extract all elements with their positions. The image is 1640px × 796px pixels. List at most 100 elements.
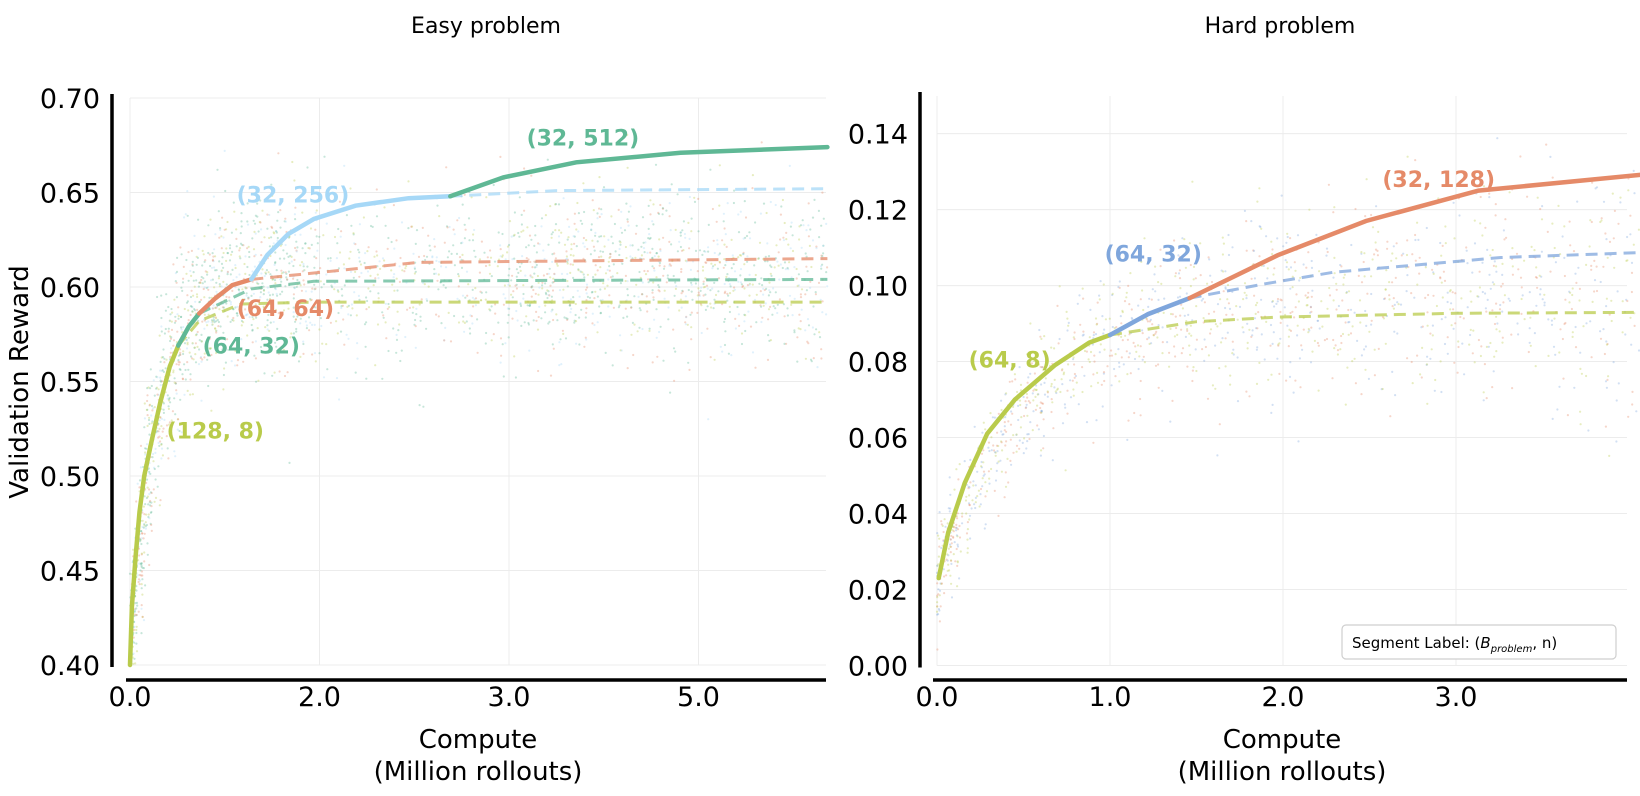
scatter-point — [582, 273, 585, 276]
scatter-point — [588, 296, 592, 299]
scatter-point — [207, 320, 210, 323]
scatter-point — [1254, 304, 1258, 307]
scatter-point — [1040, 409, 1043, 412]
scatter-point — [268, 297, 272, 301]
scatter-point — [963, 460, 966, 463]
scatter-point — [1163, 297, 1166, 300]
scatter-point — [1333, 256, 1336, 259]
scatter-point — [208, 296, 211, 299]
scatter-point — [1540, 250, 1543, 253]
scatter-point — [949, 545, 952, 548]
scatter-point — [1508, 299, 1511, 302]
scatter-point — [1367, 377, 1370, 380]
scatter-point — [461, 253, 464, 256]
scatter-point — [759, 304, 762, 307]
scatter-point — [300, 289, 303, 292]
scatter-point — [967, 485, 970, 488]
scatter-point — [290, 260, 293, 263]
scatter-point — [956, 560, 959, 563]
scatter-point — [626, 218, 629, 221]
y-tick-label: 0.65 — [40, 179, 100, 210]
scatter-point — [395, 333, 398, 336]
scatter-point — [1360, 354, 1363, 357]
scatter-point — [1275, 302, 1278, 305]
scatter-point — [1276, 357, 1279, 360]
scatter-point — [1283, 306, 1286, 309]
scatter-point — [1448, 290, 1451, 293]
scatter-point — [385, 337, 388, 340]
scatter-point — [551, 343, 554, 346]
scatter-point — [515, 275, 518, 278]
scatter-point — [251, 341, 254, 344]
scatter-point — [304, 242, 307, 245]
scatter-point — [296, 315, 299, 318]
scatter-point — [793, 329, 796, 332]
scatter-point — [174, 315, 177, 318]
scatter-point — [663, 289, 666, 292]
scatter-point — [284, 220, 287, 223]
segment-label: (32, 256) — [237, 183, 350, 208]
scatter-point — [427, 285, 430, 288]
scatter-point — [1003, 425, 1006, 428]
scatter-point — [183, 363, 186, 366]
scatter-point — [987, 441, 991, 444]
scatter-point — [161, 369, 164, 372]
scatter-point — [343, 267, 346, 270]
scatter-point — [215, 290, 218, 293]
scatter-point — [179, 368, 182, 371]
scatter-point — [1022, 395, 1025, 399]
scatter-point — [207, 337, 210, 340]
scatter-point — [138, 479, 142, 482]
scatter-point — [748, 273, 751, 276]
scatter-point — [139, 538, 142, 542]
scatter-point — [997, 514, 1000, 518]
scatter-point — [969, 537, 972, 540]
scatter-point — [1226, 298, 1229, 301]
scatter-point — [1101, 405, 1104, 408]
scatter-point — [268, 294, 272, 297]
scatter-point — [1019, 383, 1023, 386]
scatter-point — [607, 260, 610, 263]
scatter-point — [936, 596, 939, 599]
scatter-point — [599, 312, 602, 315]
scatter-point — [522, 284, 525, 287]
scatter-point — [657, 284, 660, 287]
scatter-point — [1098, 294, 1101, 297]
scatter-point — [1309, 305, 1312, 308]
scatter-point — [1499, 303, 1502, 307]
scatter-point — [191, 342, 194, 345]
scatter-point — [206, 273, 209, 276]
scatter-point — [1473, 219, 1476, 222]
scatter-point — [463, 237, 466, 240]
scatter-point — [176, 256, 179, 259]
scatter-point — [1481, 261, 1484, 264]
scatter-point — [1370, 275, 1373, 278]
scatter-point — [1191, 180, 1194, 183]
scatter-point — [732, 289, 735, 292]
scatter-point — [373, 255, 376, 258]
scatter-point — [739, 274, 742, 277]
scatter-point — [997, 412, 1000, 415]
scatter-point — [1026, 433, 1029, 436]
scatter-point — [745, 234, 749, 238]
scatter-point — [1371, 226, 1375, 229]
scatter-point — [1318, 270, 1321, 273]
scatter-point — [154, 447, 157, 450]
scatter-point — [1272, 331, 1275, 334]
scatter-point — [193, 309, 197, 312]
scatter-point — [822, 252, 825, 255]
scatter-point — [171, 410, 174, 413]
scatter-point — [697, 287, 700, 290]
scatter-point — [207, 251, 210, 255]
scatter-point — [1072, 388, 1075, 391]
scatter-point — [726, 202, 729, 205]
scatter-point — [1356, 339, 1359, 342]
scatter-point — [718, 261, 722, 264]
scatter-point — [170, 307, 173, 311]
scatter-point — [407, 227, 410, 230]
scatter-point — [279, 293, 282, 296]
scatter-point — [226, 270, 229, 273]
scatter-point — [1357, 274, 1360, 277]
scatter-point — [138, 486, 141, 489]
scatter-point — [1191, 369, 1194, 372]
